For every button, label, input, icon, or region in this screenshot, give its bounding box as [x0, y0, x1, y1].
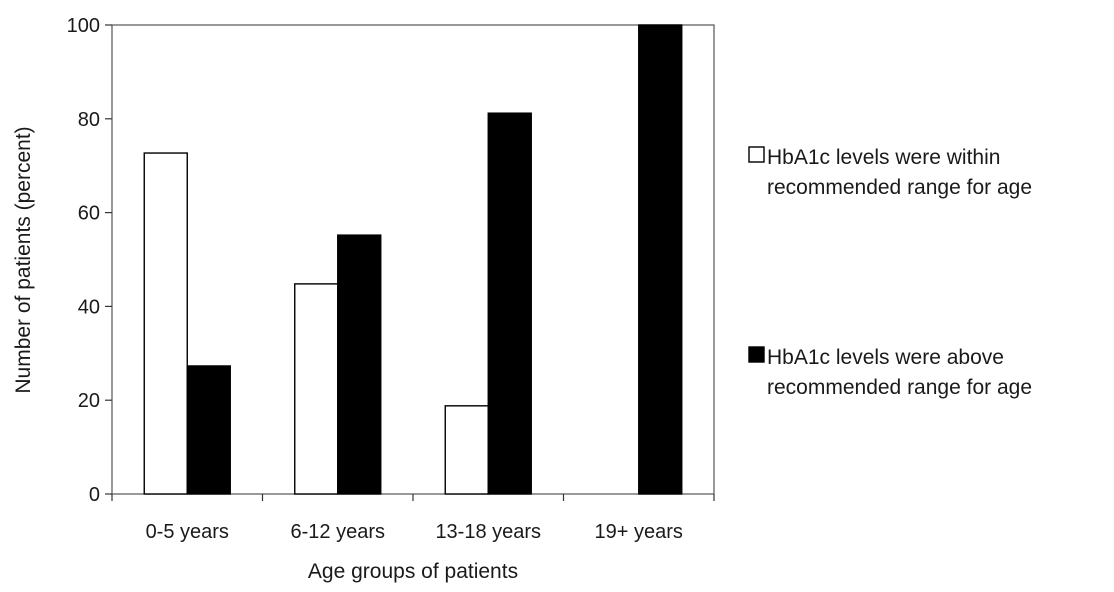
bar-above-range — [337, 234, 382, 495]
x-tick-label: 19+ years — [595, 521, 683, 543]
legend: HbA1c levels were within recommended rang… — [748, 146, 1032, 399]
y-tick-label: 40 — [78, 296, 100, 318]
bar-above-range — [638, 24, 683, 495]
bar-within-range — [294, 283, 339, 495]
bars-group — [143, 24, 683, 495]
y-axis: 0 20 40 60 80 100 — [67, 15, 112, 506]
bar-within-range — [444, 405, 489, 495]
y-tick-label: 0 — [89, 484, 100, 506]
y-tick-label: 20 — [78, 390, 100, 412]
y-tick-label: 60 — [78, 203, 100, 225]
legend-label: recommended range for age — [767, 176, 1032, 199]
bar-within-range — [143, 152, 188, 495]
y-tick-label: 100 — [67, 15, 100, 37]
x-axis: 0-5 years 6-12 years 13-18 years 19+ years — [111, 494, 715, 543]
bar-above-range — [186, 365, 231, 495]
x-tick-label: 6-12 years — [291, 521, 386, 543]
x-tick-label: 0-5 years — [146, 521, 229, 543]
legend-swatch — [748, 146, 765, 163]
x-tick-label: 13-18 years — [435, 521, 541, 543]
bar-above-range — [487, 112, 532, 495]
legend-label: HbA1c levels were within — [767, 146, 1000, 169]
x-axis-title: Age groups of patients — [308, 560, 518, 583]
legend-label: HbA1c levels were above — [767, 346, 1004, 369]
y-tick-label: 80 — [78, 109, 100, 131]
y-axis-title: Number of patients (percent) — [12, 126, 35, 393]
legend-swatch — [748, 346, 765, 363]
legend-label: recommended range for age — [767, 376, 1032, 399]
